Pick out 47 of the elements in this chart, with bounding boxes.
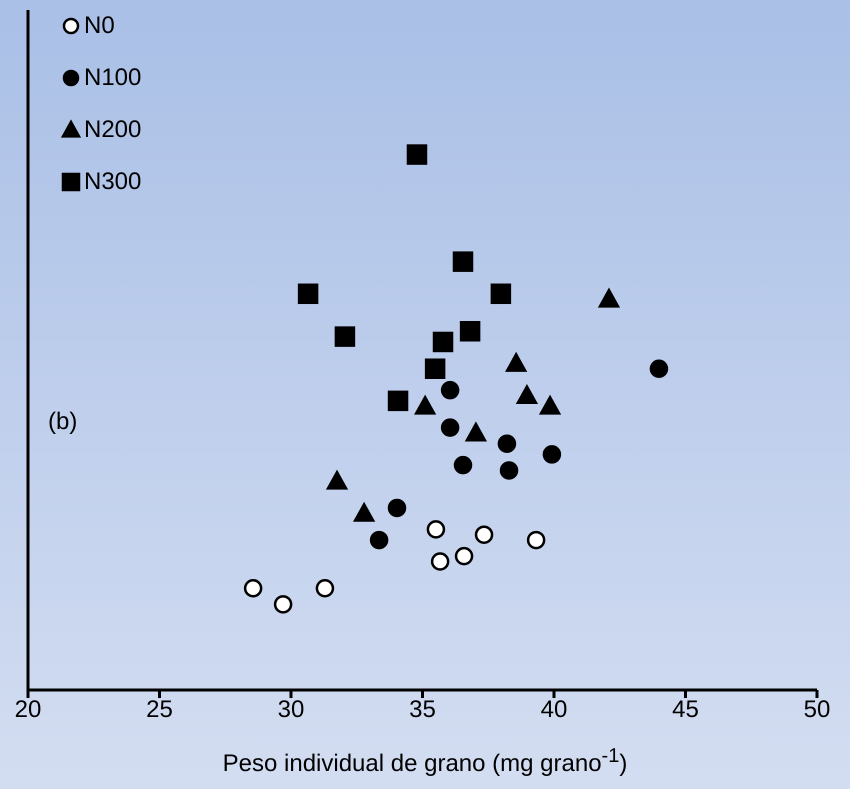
- point: [370, 530, 388, 550]
- point: [540, 396, 560, 415]
- x-tick-label: 40: [540, 696, 568, 724]
- point: [414, 396, 436, 415]
- point: [490, 284, 512, 304]
- point: [426, 520, 446, 539]
- point: [244, 579, 262, 598]
- point: [498, 434, 516, 453]
- point: [274, 595, 292, 614]
- point: [440, 418, 460, 437]
- x-tick-label: 45: [672, 696, 699, 724]
- point: [460, 321, 480, 342]
- legend-label: N100: [84, 63, 142, 93]
- point: [650, 359, 668, 378]
- point: [440, 380, 460, 400]
- point: [354, 503, 374, 522]
- point: [454, 456, 472, 474]
- legend-label: N300: [84, 167, 142, 197]
- point: [388, 498, 406, 518]
- annotation: (b): [48, 408, 78, 436]
- x-tick-label: 35: [409, 696, 436, 724]
- x-axis-title: Peso individual de grano (mg grano$^{-1}$): [222, 745, 628, 778]
- point: [326, 470, 348, 490]
- legend-label: N200: [84, 115, 142, 145]
- point: [506, 353, 526, 372]
- point: [500, 461, 518, 480]
- point: [542, 445, 562, 464]
- point: [334, 326, 356, 347]
- point: [406, 144, 428, 165]
- point: [432, 332, 454, 352]
- x-tick-label: 25: [146, 696, 173, 724]
- point: [430, 552, 450, 571]
- point: [298, 284, 318, 304]
- x-tick-label: 30: [278, 696, 304, 724]
- point: [466, 422, 486, 442]
- x-tick-label: 50: [804, 696, 830, 724]
- point: [452, 251, 474, 272]
- point: [516, 385, 538, 404]
- legend-label: N0: [84, 11, 115, 41]
- x-tick-label: 20: [14, 696, 42, 724]
- point: [424, 358, 446, 379]
- point: [454, 546, 474, 566]
- point: [526, 530, 546, 550]
- point: [474, 525, 494, 544]
- point: [388, 390, 408, 412]
- point: [316, 579, 334, 598]
- point: [598, 288, 620, 308]
